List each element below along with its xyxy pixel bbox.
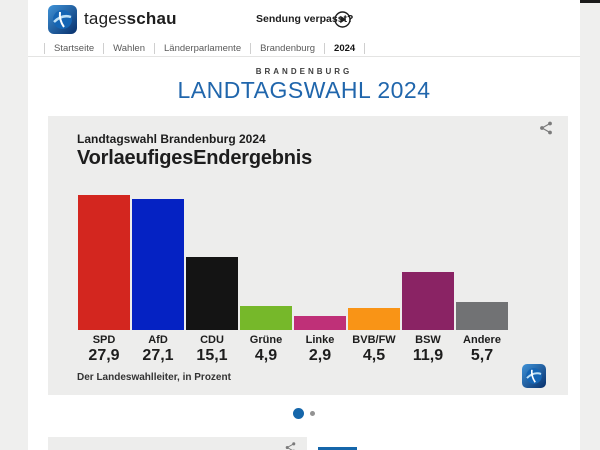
- bar-andere: [456, 302, 508, 330]
- bar-value: 27,1: [142, 347, 174, 364]
- breadcrumb-item-wahlen[interactable]: Wahlen: [113, 42, 145, 54]
- next-section-card: [48, 437, 307, 450]
- bar-label: CDU: [200, 334, 224, 346]
- page-title: LANDTAGSWAHL 2024: [177, 77, 431, 103]
- bar-afd: [132, 199, 184, 330]
- page-content: tagesschau Sendung verpasst? Startseite W…: [28, 0, 580, 450]
- bar-value: 5,7: [470, 347, 494, 364]
- brand-suffix: schau: [126, 9, 177, 28]
- bar-value: 4,5: [362, 347, 386, 364]
- page-kicker: BRANDENBURG: [255, 67, 353, 76]
- chart-source: Der Landeswahlleiter, in Prozent: [77, 372, 231, 383]
- carousel-dot-1[interactable]: [293, 407, 304, 419]
- carousel-dots: [28, 406, 580, 420]
- breadcrumb-item-startseite[interactable]: Startseite: [54, 42, 95, 54]
- bar-label: Grüne: [249, 334, 283, 346]
- bar-spd: [78, 195, 130, 330]
- breadcrumb-separator: [364, 42, 366, 54]
- bar-label: Andere: [463, 334, 501, 346]
- bar-label: Linke: [305, 334, 335, 346]
- brand-wordmark[interactable]: tagesschau: [84, 9, 177, 29]
- bar-grne: [240, 306, 292, 330]
- bar-value: 4,9: [254, 347, 278, 364]
- play-icon[interactable]: [334, 11, 351, 28]
- bar-value: 11,9: [412, 347, 444, 364]
- chart-subtitle: Landtagswahl Brandenburg 2024: [77, 132, 266, 146]
- bar-label: BSW: [415, 334, 441, 346]
- bar-value: 2,9: [308, 347, 332, 364]
- breadcrumb-separator: [324, 42, 326, 54]
- bar-bvbfw: [348, 308, 400, 330]
- carousel-dot-2[interactable]: [310, 410, 315, 416]
- bar-linke: [294, 316, 346, 330]
- share-icon[interactable]: [284, 441, 297, 450]
- bar-label: AfD: [148, 334, 168, 346]
- breadcrumb-item-länderparlamente[interactable]: Länderparlamente: [164, 42, 242, 54]
- tagesschau-logo-icon[interactable]: [48, 5, 77, 34]
- next-section-element: [318, 447, 357, 450]
- bar-label: SPD: [92, 334, 116, 346]
- breadcrumb-item-brandenburg[interactable]: Brandenburg: [260, 42, 316, 54]
- breadcrumb-separator: [250, 42, 252, 54]
- bar-value: 15,1: [196, 347, 228, 364]
- breadcrumb-item-2024[interactable]: 2024: [334, 42, 356, 54]
- bar-cdu: [186, 257, 238, 330]
- chart-title: VorlaeufigesEndergebnis: [77, 147, 313, 169]
- result-card: Landtagswahl Brandenburg 2024 Vorlaeufig…: [48, 116, 568, 395]
- bar-bsw: [402, 272, 454, 330]
- breadcrumb-separator: [44, 42, 45, 54]
- brand-prefix: tages: [84, 9, 127, 28]
- breadcrumb: Startseite Wahlen Länderparlamente Brandenb…: [28, 40, 580, 57]
- breadcrumb-separator: [154, 42, 155, 54]
- sendung-verpasst-link[interactable]: Sendung verpasst?: [256, 13, 354, 25]
- tagesschau-watermark-icon: [522, 364, 546, 388]
- bar-label: BVB/FW: [352, 334, 396, 346]
- breadcrumb-separator: [103, 42, 105, 54]
- bar-value: 27,9: [88, 347, 120, 364]
- share-icon[interactable]: [538, 120, 554, 136]
